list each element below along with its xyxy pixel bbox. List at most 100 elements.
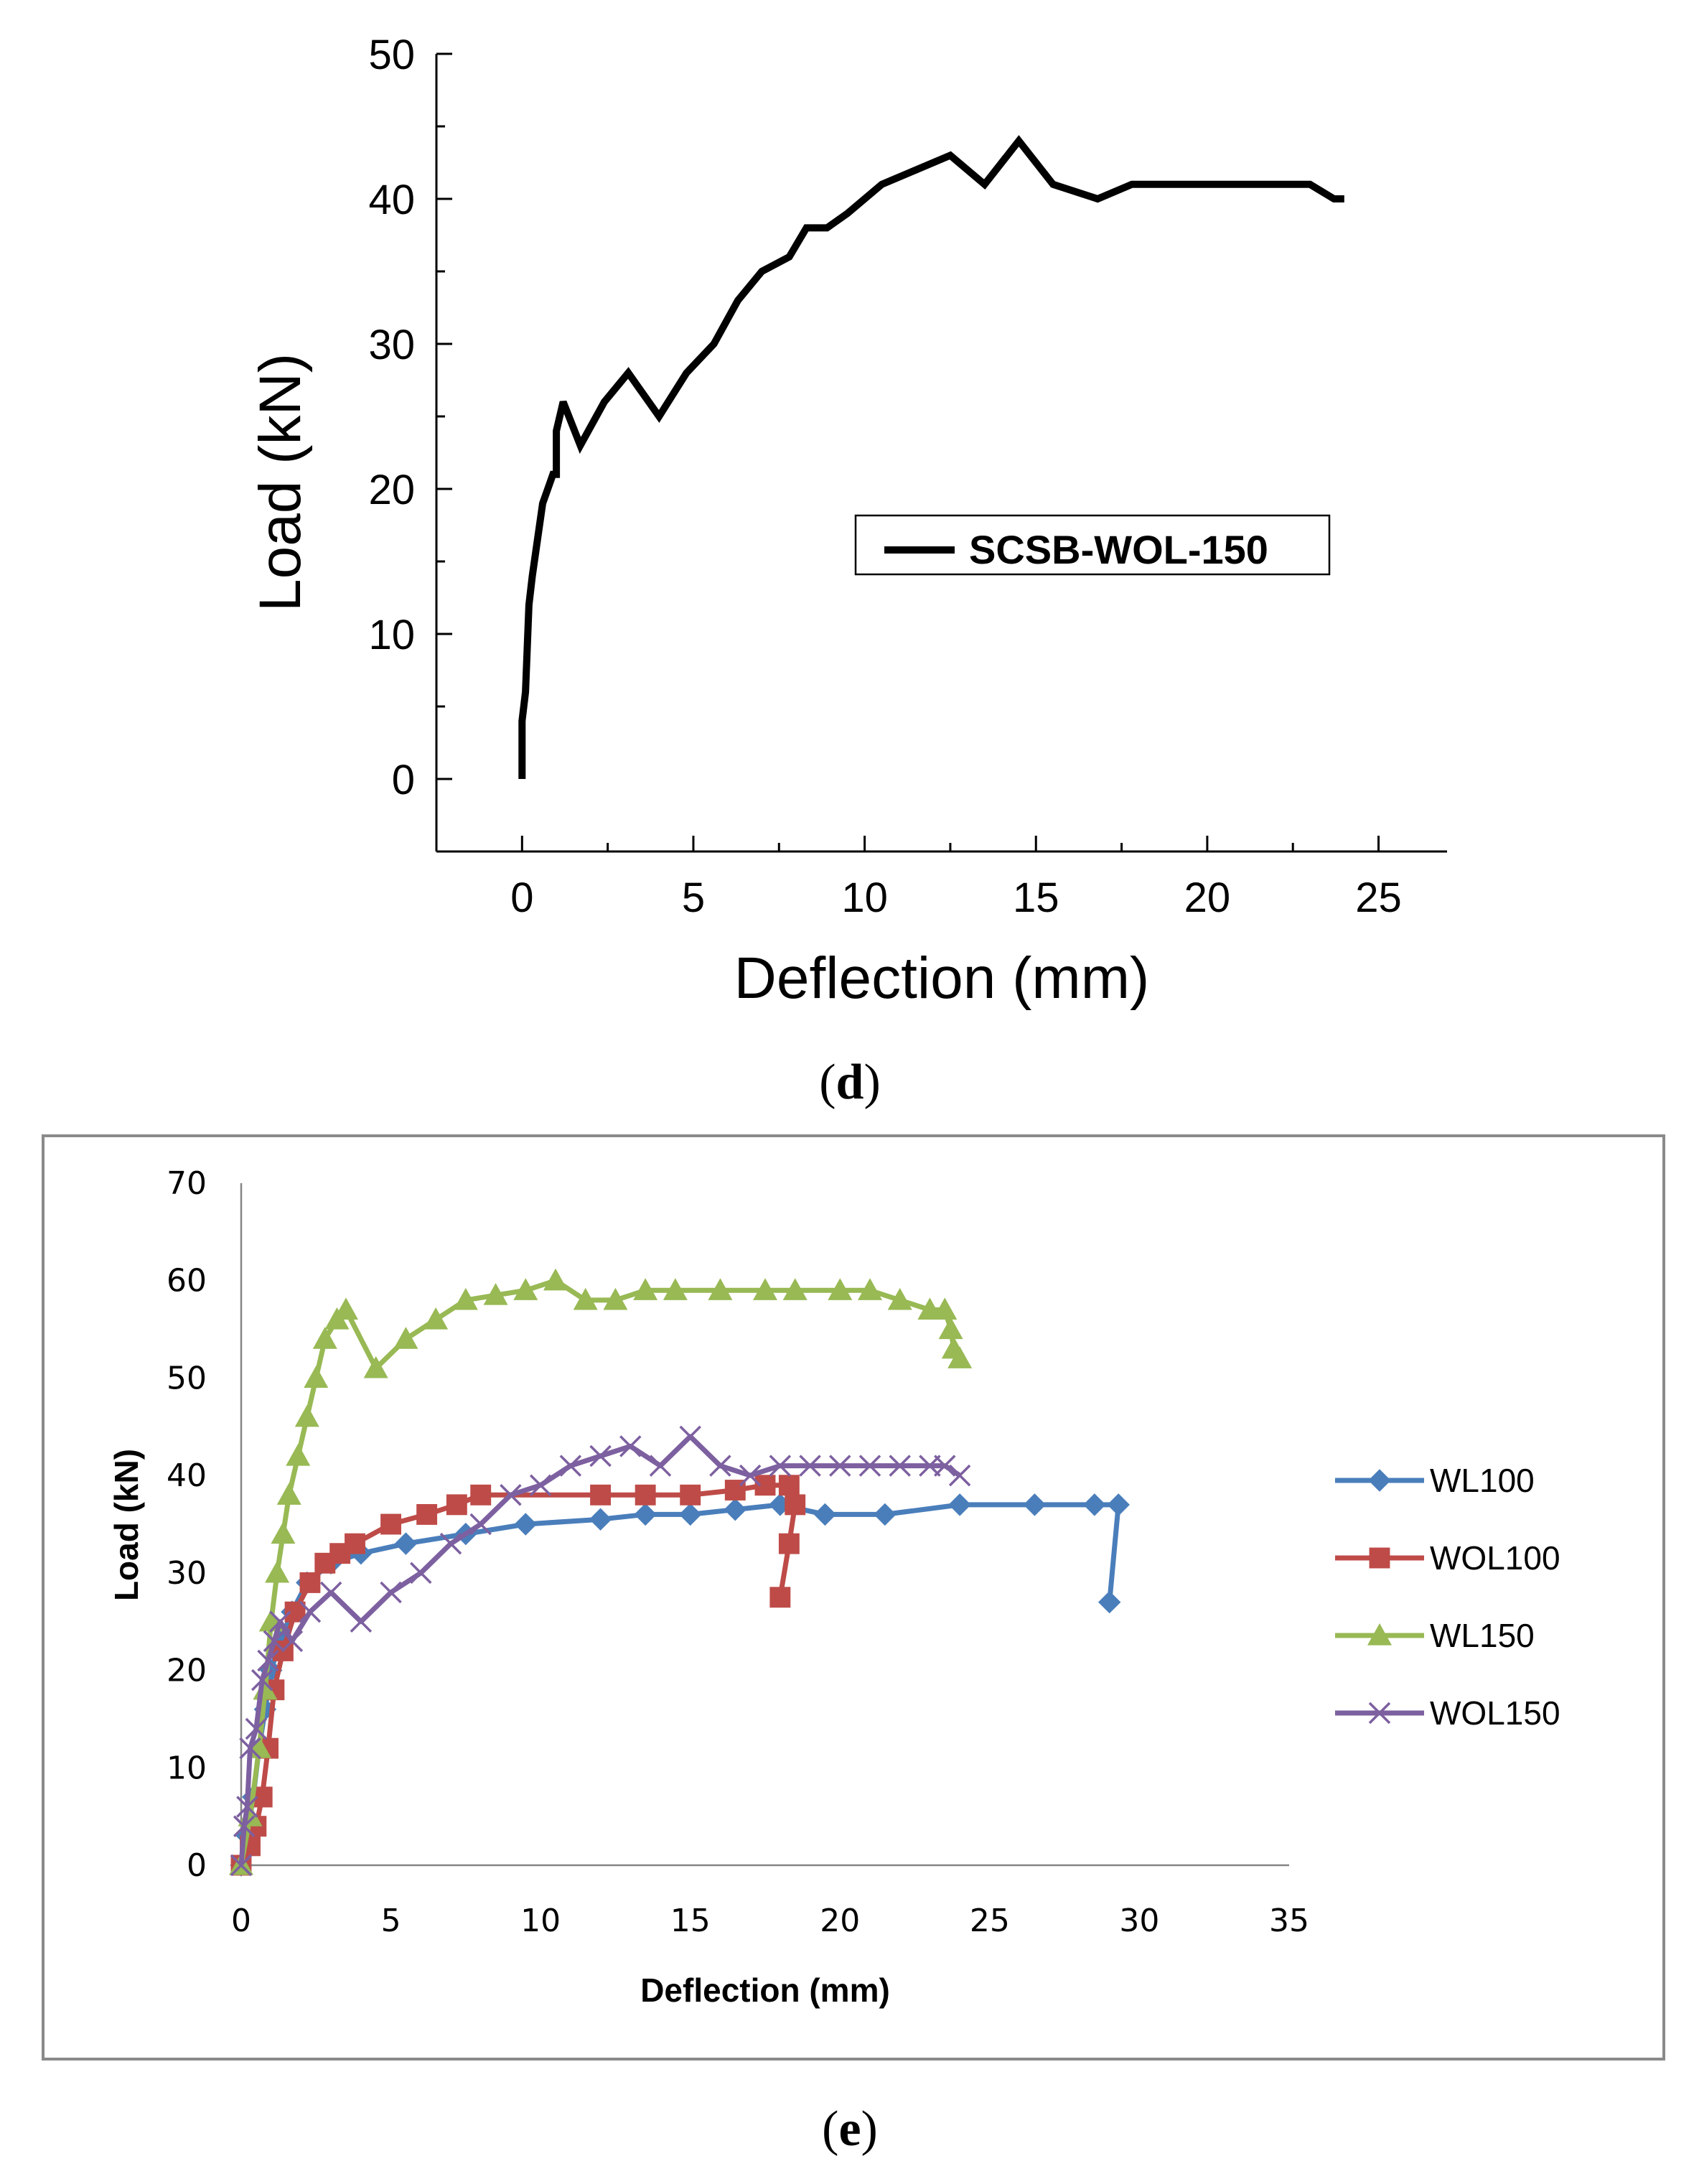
chart-e-point-stroke-b (263, 1630, 286, 1653)
chart-e-point (239, 1737, 261, 1760)
chart-e-point (633, 1278, 658, 1300)
chart-e-point-stroke-b (769, 1455, 792, 1477)
chart-e-point (589, 1508, 612, 1531)
chart-e-point (858, 1455, 881, 1477)
chart-e-point (769, 1587, 791, 1608)
chart-e-point-stroke-b (889, 1455, 911, 1477)
chart-e-point (236, 1796, 258, 1818)
chart-e-point (513, 1278, 538, 1300)
chart-d-ticks (435, 52, 1380, 853)
chart-e-panel-label-letter: e (838, 2101, 861, 2157)
chart-e-point-stroke-b (319, 1581, 342, 1604)
chart-d-tick-labels: 0 10 20 30 40 50 0 5 10 15 20 25 (368, 32, 1401, 921)
chart-e-point-stroke-b (239, 1737, 261, 1760)
chart-e-point (573, 1287, 598, 1310)
chart-e-point (739, 1464, 762, 1487)
chart-d-legend-label: SCSB-WOL-150 (969, 527, 1268, 572)
chart-e-point (559, 1455, 582, 1477)
chart-e-point (294, 1404, 319, 1427)
chart-e-point (543, 1268, 568, 1291)
chart-d-legend: SCSB-WOL-150 (854, 514, 1331, 576)
chart-e-point-stroke-b (350, 1610, 373, 1633)
chart-e-point (257, 1649, 279, 1672)
chart-e-series-wol150 (230, 1425, 971, 1877)
chart-e-point (858, 1278, 882, 1300)
chart-e-point-stroke-b (469, 1513, 492, 1536)
chart-e-x-tick-label: 20 (820, 1903, 860, 1939)
chart-e-point (423, 1307, 449, 1330)
chart-e-legend-label: WOL100 (1430, 1539, 1560, 1577)
chart-e-point (281, 1630, 304, 1653)
chart-e-point (265, 1560, 290, 1583)
chart-e-x-tick-label: 10 (520, 1903, 561, 1939)
chart-e-point (1098, 1590, 1121, 1614)
chart-e-point (529, 1474, 552, 1496)
chart-e-point (889, 1455, 911, 1477)
chart-e-point (345, 1533, 365, 1554)
chart-e-point (778, 1475, 800, 1496)
chart-e-point (828, 1278, 853, 1300)
chart-e-point-stroke-b (529, 1474, 552, 1496)
chart-e-legend-marker-stroke-b (1368, 1702, 1391, 1725)
chart-e-point (363, 1355, 388, 1378)
chart-e-point (393, 1327, 418, 1349)
chart-d-y-tick-label: 0 (392, 757, 415, 803)
chart-e-x-tick-label: 25 (970, 1903, 1010, 1939)
chart-e-point (874, 1503, 897, 1526)
chart-e-point (334, 1297, 358, 1320)
chart-e-point (410, 1562, 432, 1585)
chart-d-panel-label: (d) (819, 1055, 881, 1110)
chart-e-x-tick-label: 15 (670, 1903, 711, 1939)
chart-e-point (319, 1581, 342, 1604)
chart-e-legend-item: WOL100 (1335, 1539, 1560, 1577)
chart-e-point (1107, 1493, 1130, 1516)
chart-e-point (469, 1513, 492, 1536)
chart-e-point (230, 1854, 253, 1877)
chart-e-point (634, 1503, 657, 1526)
chart-d: 0 10 20 30 40 50 0 5 10 15 20 25 Deflection (mm) Lo… (248, 32, 1447, 1110)
chart-e-y-tick-label: 10 (167, 1750, 207, 1786)
chart-e-point (380, 1581, 402, 1604)
chart-e-tick-labels: 0 10 20 30 40 50 60 70 0 5 10 15 20 25 30 35 (167, 1165, 1309, 1939)
chart-e-point (380, 1513, 402, 1535)
chart-e-point (813, 1503, 837, 1526)
chart-e-point (769, 1455, 792, 1477)
chart-e-point (635, 1484, 656, 1506)
chart-e-legend-item: WOL150 (1335, 1694, 1560, 1732)
chart-e-point-stroke-b (439, 1532, 462, 1555)
chart-e-point (934, 1455, 956, 1477)
chart-e-point (299, 1600, 322, 1623)
chart-e-point-stroke-b (257, 1649, 279, 1672)
chart-e-point (233, 1815, 256, 1837)
chart-e-point (948, 1464, 971, 1487)
chart-e-point-stroke-b (245, 1717, 268, 1740)
chart-e-point (1023, 1493, 1047, 1516)
chart-e-x-tick-label: 5 (381, 1903, 401, 1939)
chart-e-point (589, 1445, 612, 1467)
chart-d-y-tick-label: 20 (368, 467, 415, 513)
chart-d-panel-label-close: ) (863, 1055, 880, 1110)
chart-e-point (350, 1610, 373, 1633)
chart-e-panel-label: (e) (822, 2101, 878, 2157)
chart-e-x-tick-label: 30 (1119, 1903, 1159, 1939)
chart-e-point (948, 1493, 971, 1516)
chart-e-point (709, 1455, 731, 1477)
chart-d-x-tick-label: 0 (510, 874, 533, 921)
chart-e-point-stroke-b (589, 1445, 612, 1467)
chart-e-point (754, 1475, 776, 1496)
chart-e-panel-label-open: ( (822, 2101, 838, 2157)
chart-e-point-stroke-b (281, 1630, 304, 1653)
chart-d-series (518, 135, 1344, 779)
chart-e-legend-label: WOL150 (1430, 1694, 1560, 1732)
chart-e-point-stroke-b (679, 1425, 701, 1448)
chart-d-x-tick-label: 15 (1013, 874, 1059, 921)
chart-e-point-stroke-b (559, 1455, 582, 1477)
chart-e-point (1083, 1493, 1106, 1516)
chart-e-point-stroke-b (233, 1815, 256, 1837)
chart-e-point (679, 1503, 702, 1526)
chart-e-point (785, 1494, 806, 1516)
chart-d-panel-label-letter: d (836, 1055, 864, 1110)
chart-e-point (603, 1287, 628, 1310)
chart-d-series-line (518, 135, 1344, 779)
